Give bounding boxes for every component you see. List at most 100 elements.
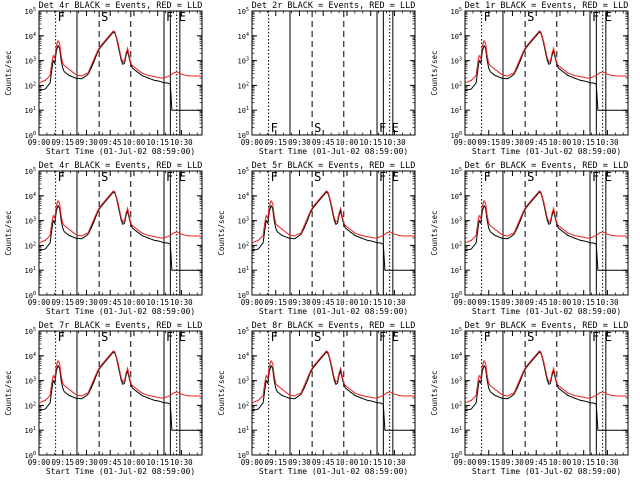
- plot-frame: [38, 170, 203, 296]
- y-axis-title: Counts/sec: [430, 370, 439, 415]
- x-tick-label: 10:30: [596, 458, 619, 467]
- x-axis-title: Start Time (01-Jul-02 08:59:00): [46, 467, 195, 476]
- panel-1: Det 4r BLACK = Events, RED = LLD 100 101 10…: [4, 1, 203, 156]
- marker-label: S: [101, 170, 108, 184]
- y-tick-label: 104: [451, 32, 462, 41]
- marker-label: S: [527, 330, 534, 344]
- y-tick-label: 104: [25, 352, 36, 361]
- x-tick-label: 10:00: [336, 298, 359, 307]
- plot-frame: [38, 10, 203, 136]
- marker-label: F: [271, 330, 278, 344]
- plot-frame: [251, 330, 416, 456]
- x-axis-title: Start Time (01-Jul-02 08:59:00): [472, 307, 621, 316]
- marker-label: F: [166, 10, 173, 24]
- y-tick-label: 100: [25, 291, 36, 300]
- x-tick-label: 10:15: [359, 458, 382, 467]
- x-tick-label: 09:30: [75, 458, 98, 467]
- y-tick-label: 100: [451, 291, 462, 300]
- events-series-line: [38, 351, 202, 431]
- y-tick-label: 105: [25, 7, 36, 16]
- x-tick-label: 10:15: [572, 138, 595, 147]
- panel-title: Det 9r BLACK = Events, RED = LLD: [465, 321, 629, 331]
- x-axis-title: Start Time (01-Jul-02 08:59:00): [46, 147, 195, 156]
- marker-label: E: [179, 330, 186, 344]
- marker-label: S: [314, 170, 321, 184]
- marker-label: F: [379, 330, 386, 344]
- x-tick-label: 09:15: [51, 298, 74, 307]
- y-axis-title: Counts/sec: [4, 370, 13, 415]
- y-tick-label: 101: [451, 106, 462, 115]
- y-tick-label: 102: [238, 401, 249, 410]
- events-series-line: [251, 191, 415, 271]
- y-tick-label: 103: [451, 57, 462, 66]
- x-tick-label: 10:30: [383, 458, 406, 467]
- x-tick-label: 10:15: [572, 298, 595, 307]
- y-tick-label: 103: [238, 217, 249, 226]
- x-tick-label: 10:30: [170, 138, 193, 147]
- y-tick-label: 104: [451, 192, 462, 201]
- x-tick-label: 09:00: [454, 298, 477, 307]
- x-tick-label: 09:30: [501, 298, 524, 307]
- x-tick-label: 10:30: [170, 458, 193, 467]
- x-tick-label: 10:00: [336, 138, 359, 147]
- x-axis-title: Start Time (01-Jul-02 08:59:00): [472, 147, 621, 156]
- plot-frame: [38, 330, 203, 456]
- x-tick-label: 10:15: [359, 138, 382, 147]
- y-tick-label: 104: [25, 192, 36, 201]
- x-tick-label: 09:30: [288, 458, 311, 467]
- y-tick-label: 100: [238, 131, 249, 140]
- y-tick-label: 103: [25, 377, 36, 386]
- y-tick-label: 100: [451, 451, 462, 460]
- x-tick-label: 09:15: [264, 298, 287, 307]
- x-tick-label: 10:30: [596, 298, 619, 307]
- marker-label: S: [101, 10, 108, 24]
- x-tick-label: 09:30: [501, 138, 524, 147]
- x-tick-label: 09:00: [28, 298, 51, 307]
- y-tick-label: 100: [451, 131, 462, 140]
- y-tick-label: 102: [451, 241, 462, 250]
- events-series-line: [464, 191, 628, 271]
- marker-label: F: [58, 10, 65, 24]
- marker-label: S: [527, 10, 534, 24]
- marker-label: E: [392, 121, 399, 135]
- x-tick-label: 09:45: [525, 138, 548, 147]
- lld-series-line: [251, 190, 415, 244]
- y-tick-label: 102: [25, 241, 36, 250]
- plot-frame: [464, 170, 629, 296]
- x-tick-label: 10:15: [146, 138, 169, 147]
- y-tick-label: 105: [25, 167, 36, 176]
- y-tick-label: 103: [25, 57, 36, 66]
- panel-title: Det 7r BLACK = Events, RED = LLD: [39, 321, 203, 331]
- marker-label: F: [379, 121, 386, 135]
- x-axis-title: Start Time (01-Jul-02 08:59:00): [472, 467, 621, 476]
- panel-2: Det 2r BLACK = Events, RED = LLD 100 101 10…: [238, 1, 416, 156]
- panel-3: Det 1r BLACK = Events, RED = LLD 100 101 10…: [430, 1, 629, 156]
- y-tick-label: 103: [25, 217, 36, 226]
- marker-label: F: [484, 330, 491, 344]
- marker-label: E: [605, 170, 612, 184]
- x-tick-label: 10:00: [123, 458, 146, 467]
- x-tick-label: 09:15: [477, 458, 500, 467]
- x-tick-label: 10:00: [123, 298, 146, 307]
- y-tick-label: 100: [238, 291, 249, 300]
- marker-label: E: [179, 170, 186, 184]
- x-tick-label: 09:45: [312, 298, 335, 307]
- x-tick-label: 09:45: [99, 138, 122, 147]
- x-tick-label: 10:00: [549, 458, 572, 467]
- x-tick-label: 09:45: [312, 138, 335, 147]
- lld-series-line: [464, 30, 628, 84]
- y-tick-label: 105: [451, 327, 462, 336]
- events-series-line: [38, 191, 202, 271]
- events-series-line: [251, 351, 415, 431]
- y-tick-label: 101: [451, 426, 462, 435]
- lld-series-line: [38, 30, 202, 84]
- y-tick-label: 101: [25, 266, 36, 275]
- y-tick-label: 104: [25, 32, 36, 41]
- y-tick-label: 102: [451, 81, 462, 90]
- lld-series-line: [464, 350, 628, 404]
- y-tick-label: 103: [451, 377, 462, 386]
- plot-frame: [464, 330, 629, 456]
- panel-title: Det 5r BLACK = Events, RED = LLD: [252, 161, 416, 171]
- y-tick-label: 105: [238, 327, 249, 336]
